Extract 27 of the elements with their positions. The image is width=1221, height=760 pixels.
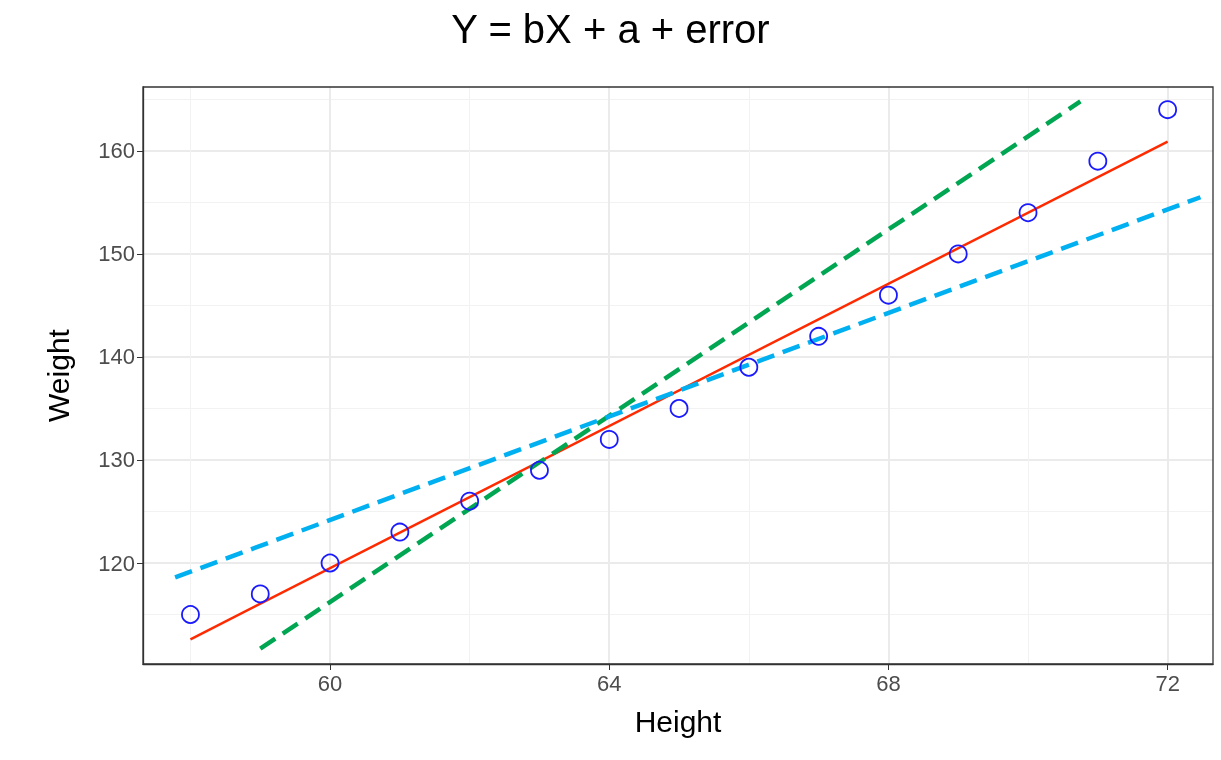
point — [739, 357, 759, 377]
point — [320, 553, 340, 573]
y-tick-label: 120 — [98, 550, 135, 576]
x-tick-label: 64 — [597, 670, 622, 696]
x-tick-label: 68 — [876, 670, 901, 696]
y-tick-label: 140 — [98, 344, 135, 370]
y-tick-label: 160 — [98, 138, 135, 164]
y-axis-title: Weight — [41, 328, 75, 422]
point — [1088, 151, 1108, 171]
point — [599, 429, 619, 449]
x-tick-label: 60 — [317, 670, 343, 696]
point — [181, 605, 200, 624]
y-tick-label: 130 — [98, 447, 135, 473]
point — [809, 326, 829, 346]
point — [250, 584, 270, 604]
point — [1018, 203, 1038, 223]
y-tick-label: 150 — [98, 241, 135, 267]
point — [1158, 100, 1178, 120]
point — [669, 399, 689, 418]
x-tick-label: 72 — [1155, 670, 1180, 696]
chart-title: Y = bX + a + error — [451, 7, 770, 51]
x-axis-title: Height — [634, 704, 723, 738]
point — [879, 285, 898, 305]
point — [390, 522, 410, 542]
point — [948, 244, 968, 264]
point — [460, 491, 480, 511]
point — [530, 460, 549, 480]
